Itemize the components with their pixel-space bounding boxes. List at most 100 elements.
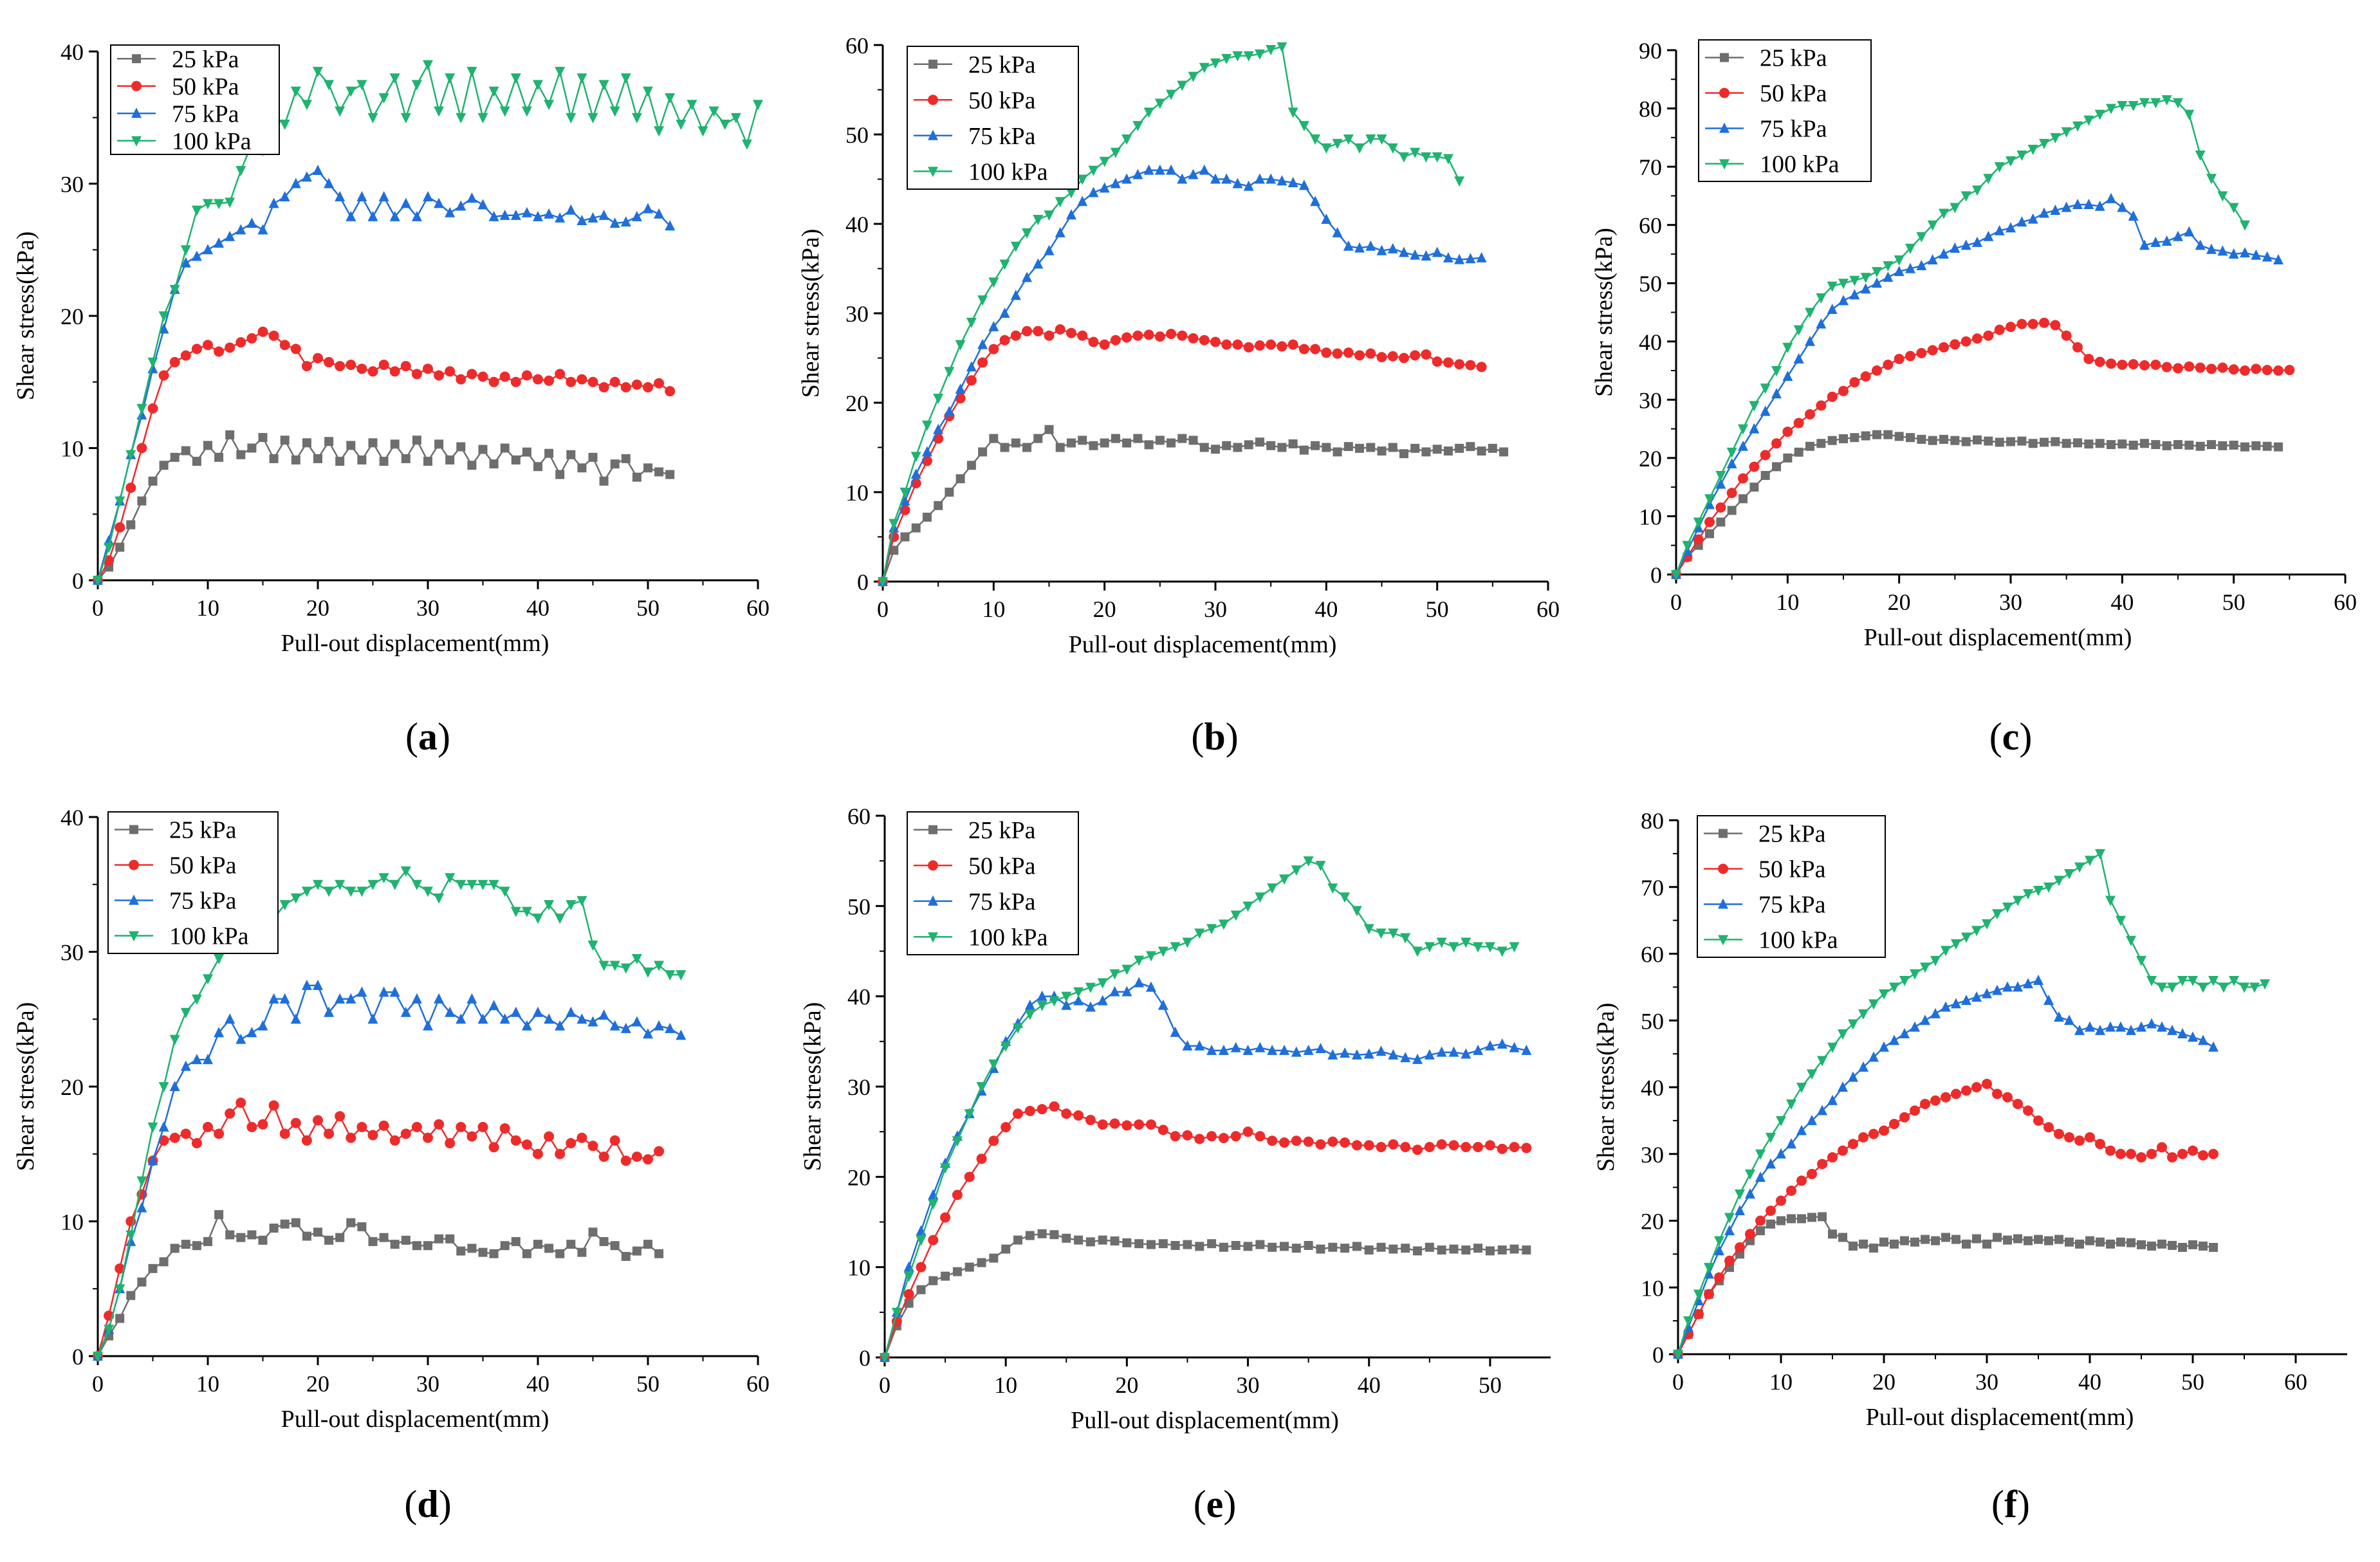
data-point <box>1037 1229 1047 1238</box>
data-point <box>1796 1083 1807 1093</box>
data-point <box>1146 951 1156 962</box>
data-point <box>214 237 225 248</box>
data-point <box>1848 1139 1858 1150</box>
y-tick-label: 40 <box>1639 329 1662 355</box>
data-point <box>1099 339 1110 350</box>
data-point <box>1266 173 1277 184</box>
data-point <box>1221 339 1232 350</box>
y-tick-label: 60 <box>845 33 869 59</box>
data-point <box>2034 1235 2043 1244</box>
data-point <box>1210 336 1221 347</box>
data-point <box>1931 1236 1940 1245</box>
data-point <box>2139 239 2150 250</box>
data-point <box>1849 275 1860 286</box>
data-point <box>1771 438 1782 449</box>
data-point <box>1154 98 1165 109</box>
legend-marker <box>1720 53 1729 62</box>
data-point <box>1377 446 1387 456</box>
data-point <box>1992 1089 2002 1099</box>
data-point <box>125 450 136 461</box>
data-point <box>1291 865 1302 876</box>
y-tick-label: 10 <box>60 1209 84 1235</box>
data-point <box>2161 362 2172 372</box>
data-point <box>1899 1028 1910 1038</box>
data-point <box>1400 1142 1411 1153</box>
data-point <box>1098 1235 1107 1245</box>
data-point <box>1376 928 1387 939</box>
data-point <box>1448 1046 1459 1057</box>
data-point <box>1962 1239 1971 1249</box>
legend-box <box>1698 39 1872 182</box>
data-point <box>588 1227 598 1237</box>
data-point <box>2217 362 2228 373</box>
data-point <box>1869 1244 1878 1253</box>
data-point <box>1883 271 1894 282</box>
data-point <box>928 1276 938 1285</box>
y-tick-label: 40 <box>847 984 871 1010</box>
data-point <box>708 106 719 117</box>
data-point <box>456 1121 466 1132</box>
data-point <box>1994 225 2005 235</box>
legend-label: 50 kPa <box>172 73 239 100</box>
data-point <box>291 1218 300 1227</box>
data-point <box>466 993 477 1004</box>
legend-marker <box>928 129 938 140</box>
legend-label: 100 kPa <box>169 923 249 950</box>
data-point <box>2240 365 2250 376</box>
data-point <box>1807 1114 1817 1125</box>
y-tick-label: 30 <box>1641 1142 1664 1168</box>
data-point <box>889 519 899 529</box>
data-point <box>235 1098 246 1108</box>
data-point <box>2188 1145 2198 1156</box>
data-point <box>125 482 136 493</box>
data-point <box>1037 1104 1047 1115</box>
data-point <box>521 207 532 217</box>
data-point <box>1077 330 1088 341</box>
data-point <box>577 1132 587 1143</box>
panel-f: 0 10 20 30 40 50 60 0 10 20 30 40 50 60 70 80 Pull-out d… <box>1592 808 2347 1525</box>
data-point <box>1266 44 1277 55</box>
data-point <box>423 457 432 466</box>
data-point <box>2095 1139 2105 1150</box>
data-point <box>1899 976 1910 986</box>
data-point <box>1755 1149 1766 1160</box>
x-axis-label: Pull-out displacement(mm) <box>281 1406 549 1433</box>
data-point <box>1210 58 1221 69</box>
data-point <box>1671 570 1681 580</box>
data-point <box>1760 450 1771 461</box>
data-point <box>1497 946 1508 957</box>
data-point <box>180 1007 191 1018</box>
data-point <box>1716 517 1726 527</box>
data-point <box>1077 174 1088 185</box>
data-point <box>1749 401 1760 412</box>
data-point <box>2219 982 2229 993</box>
y-tick-label: 30 <box>60 940 84 966</box>
data-point <box>466 879 477 890</box>
data-point <box>2054 1235 2063 1244</box>
data-point <box>235 1033 246 1044</box>
x-tick-label: 0 <box>92 595 104 621</box>
data-point <box>180 1128 191 1139</box>
data-point <box>2136 1152 2146 1162</box>
data-point <box>1466 442 1475 452</box>
data-point <box>1255 437 1264 447</box>
data-point <box>2228 248 2239 259</box>
data-point <box>1099 182 1110 193</box>
data-point <box>379 457 389 466</box>
data-point <box>2167 1024 2177 1035</box>
data-point <box>367 879 378 890</box>
data-point <box>214 1128 225 1139</box>
data-point <box>2161 95 2172 106</box>
x-tick-label: 50 <box>2222 589 2246 615</box>
data-point <box>1755 1215 1766 1226</box>
data-point <box>1421 152 1432 163</box>
data-point <box>1827 391 1838 402</box>
data-point <box>379 1233 389 1242</box>
data-point <box>2136 955 2146 966</box>
data-point <box>158 1121 169 1132</box>
data-point <box>2251 363 2262 374</box>
data-point <box>191 250 202 261</box>
data-point <box>1920 962 1930 973</box>
data-point <box>632 472 641 482</box>
data-point <box>1109 1118 1120 1129</box>
